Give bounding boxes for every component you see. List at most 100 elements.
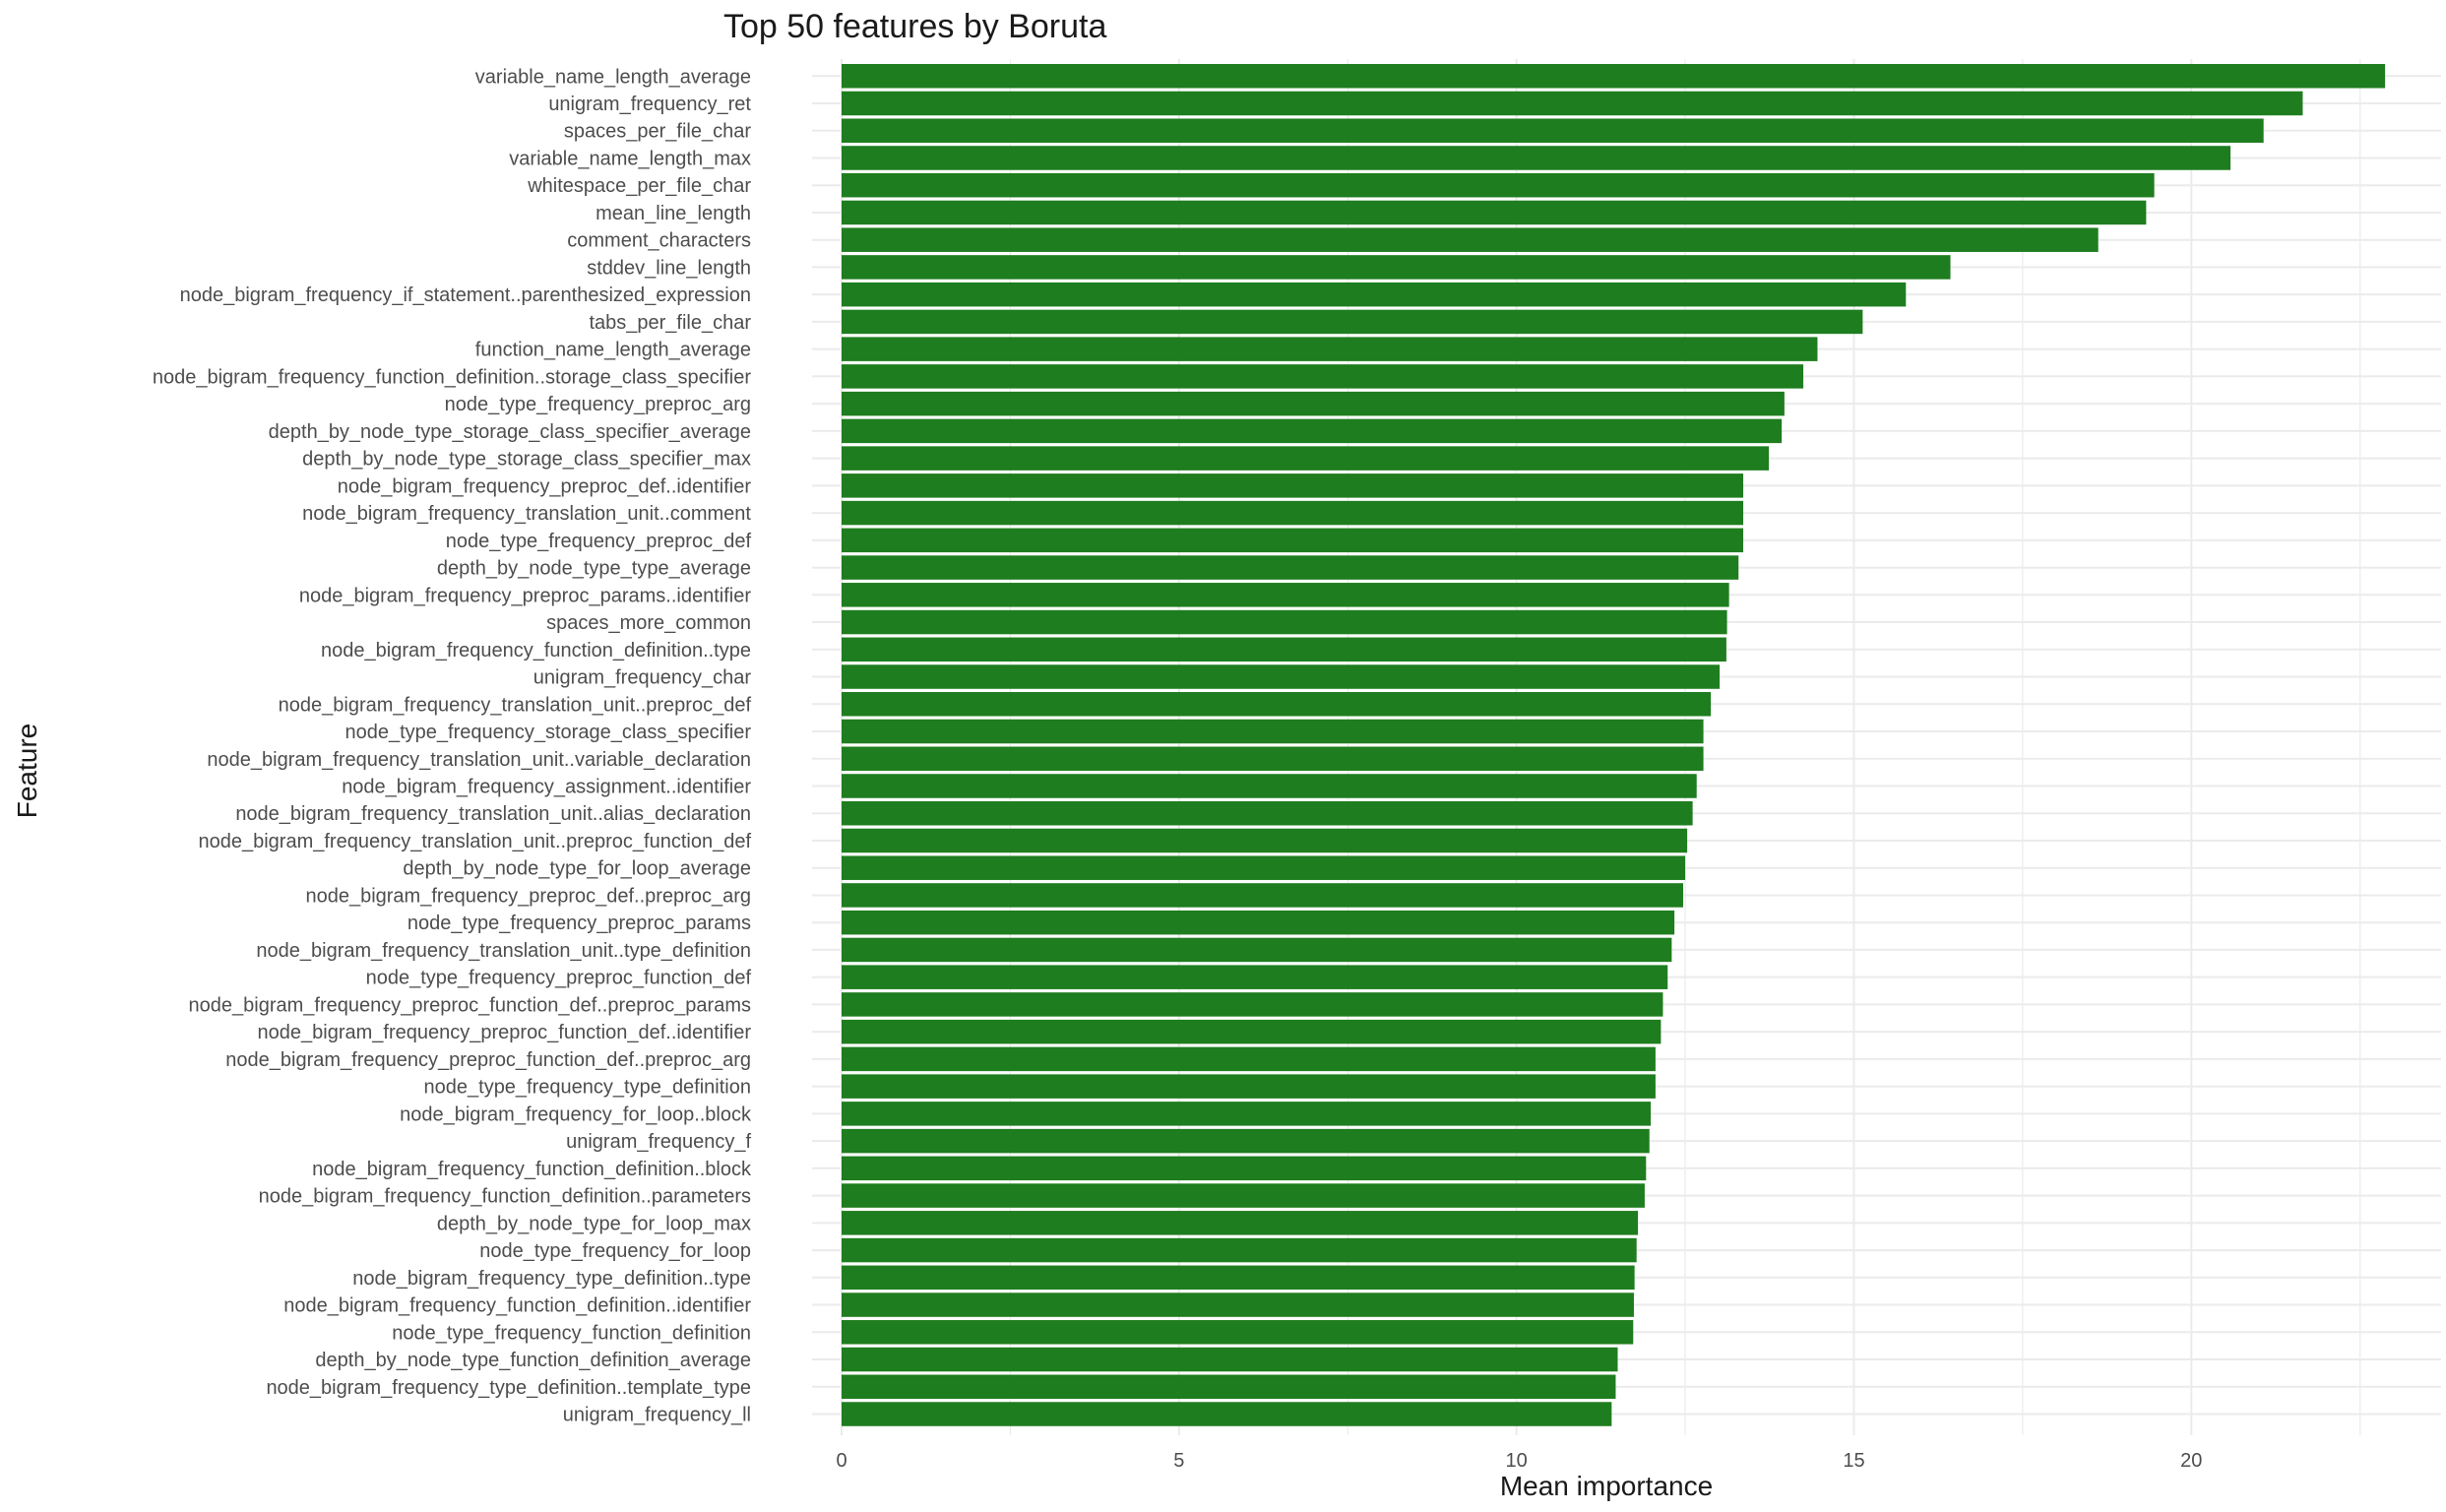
- bar: [842, 282, 1907, 307]
- bar: [842, 609, 1727, 635]
- feature-label: node_bigram_frequency_preproc_function_d…: [225, 1049, 751, 1071]
- feature-label: node_type_frequency_function_definition: [392, 1322, 751, 1344]
- feature-label: node_bigram_frequency_for_loop..block: [400, 1103, 752, 1125]
- feature-label: node_type_frequency_for_loop: [479, 1240, 751, 1262]
- bar: [842, 1183, 1645, 1208]
- bar: [842, 1074, 1656, 1099]
- feature-label: tabs_per_file_char: [589, 312, 751, 334]
- feature-label: node_bigram_frequency_type_definition..t…: [352, 1268, 751, 1290]
- bar: [842, 255, 1951, 280]
- feature-label: depth_by_node_type_type_average: [437, 558, 751, 580]
- feature-label: depth_by_node_type_function_definition_a…: [315, 1350, 751, 1371]
- x-tick-label: 15: [1843, 1450, 1864, 1472]
- bar: [842, 364, 1804, 389]
- bar: [842, 118, 2264, 143]
- bar: [842, 1156, 1647, 1181]
- feature-label: node_type_frequency_preproc_arg: [445, 394, 751, 415]
- bar: [842, 1237, 1637, 1263]
- bar: [842, 227, 2099, 252]
- feature-label: variable_name_length_average: [475, 66, 751, 88]
- bar: [842, 1292, 1634, 1317]
- bar: [842, 774, 1697, 798]
- feature-label: node_type_frequency_preproc_params: [408, 913, 751, 934]
- feature-label: variable_name_length_max: [509, 148, 751, 169]
- bar: [842, 309, 1863, 335]
- feature-label: stddev_line_length: [587, 257, 751, 279]
- bar: [842, 800, 1693, 826]
- bar: [842, 746, 1704, 771]
- bar: [842, 910, 1675, 935]
- bar: [842, 1019, 1662, 1044]
- bar: [842, 828, 1688, 853]
- x-tick-label: 20: [2180, 1450, 2202, 1472]
- feature-label: node_type_frequency_preproc_def: [446, 531, 752, 552]
- bar: [842, 555, 1739, 580]
- bar: [842, 719, 1704, 744]
- bar: [842, 446, 1770, 471]
- bar: [842, 1265, 1635, 1291]
- feature-label: whitespace_per_file_char: [527, 175, 751, 197]
- feature-label: node_bigram_frequency_preproc_function_d…: [189, 994, 751, 1016]
- bar: [842, 91, 2303, 116]
- x-tick-labels: 0 5 10 15 20: [836, 1450, 2202, 1472]
- bar: [842, 992, 1663, 1017]
- feature-label: node_bigram_frequency_function_definitio…: [312, 1159, 752, 1180]
- feature-label: unigram_frequency_ll: [563, 1405, 751, 1426]
- bar: [842, 473, 1744, 498]
- bar: [842, 1211, 1639, 1235]
- feature-label: node_bigram_frequency_function_definitio…: [259, 1186, 751, 1208]
- feature-label: node_bigram_frequency_translation_unit..…: [207, 749, 751, 771]
- feature-label: spaces_more_common: [546, 612, 751, 634]
- bar: [842, 883, 1684, 908]
- bars: [842, 64, 2386, 1426]
- feature-label: comment_characters: [567, 230, 751, 252]
- feature-label: node_bigram_frequency_preproc_params..id…: [299, 585, 752, 606]
- x-axis-label: Mean importance: [1499, 1471, 1714, 1501]
- bar: [842, 418, 1783, 444]
- bar: [842, 937, 1672, 963]
- bar: [842, 664, 1721, 689]
- feature-label: node_bigram_frequency_function_definitio…: [283, 1295, 751, 1317]
- feature-label: node_bigram_frequency_type_definition..t…: [266, 1377, 751, 1399]
- bar: [842, 637, 1726, 662]
- bar: [842, 1046, 1656, 1072]
- feature-labels: variable_name_length_average unigram_freq…: [153, 66, 752, 1425]
- feature-label: depth_by_node_type_for_loop_max: [437, 1213, 751, 1234]
- feature-label: depth_by_node_type_storage_class_specifi…: [269, 421, 751, 443]
- feature-label: node_bigram_frequency_preproc_def..ident…: [338, 475, 752, 497]
- feature-label: node_bigram_frequency_translation_unit..…: [256, 940, 751, 962]
- feature-label: unigram_frequency_char: [533, 667, 752, 689]
- feature-label: node_bigram_frequency_if_statement..pare…: [180, 284, 751, 306]
- feature-label: function_name_length_average: [475, 340, 751, 361]
- bar: [842, 1128, 1650, 1154]
- feature-label: node_bigram_frequency_function_definitio…: [153, 366, 752, 388]
- feature-label: node_bigram_frequency_translation_unit..…: [199, 831, 752, 852]
- bar: [842, 855, 1686, 880]
- bar: [842, 64, 2386, 89]
- chart-title: Top 50 features by Boruta: [723, 8, 1107, 45]
- feature-label: mean_line_length: [596, 203, 751, 224]
- bar: [842, 1402, 1612, 1426]
- bar: [842, 391, 1785, 416]
- feature-label: node_bigram_frequency_translation_unit..…: [302, 503, 751, 525]
- bar: [842, 337, 1818, 361]
- feature-label: node_bigram_frequency_translation_unit..…: [235, 803, 751, 825]
- feature-label: spaces_per_file_char: [564, 121, 751, 143]
- feature-label: node_type_frequency_type_definition: [424, 1077, 751, 1099]
- feature-label: node_bigram_frequency_preproc_def..prepr…: [305, 885, 751, 907]
- bar: [842, 146, 2231, 170]
- x-tick-label: 5: [1173, 1450, 1184, 1472]
- bar: [842, 1347, 1618, 1372]
- bar: [842, 1374, 1616, 1400]
- feature-label: node_type_frequency_storage_class_specif…: [345, 722, 752, 743]
- feature-label: node_bigram_frequency_preproc_function_d…: [258, 1022, 752, 1043]
- x-tick-label: 0: [836, 1450, 847, 1472]
- bar: [842, 965, 1668, 989]
- feature-label: node_bigram_frequency_function_definitio…: [321, 640, 751, 662]
- bar: [842, 1320, 1634, 1345]
- x-tick-label: 10: [1506, 1450, 1528, 1472]
- feature-label: node_type_frequency_preproc_function_def: [366, 968, 752, 989]
- bar: [842, 1102, 1652, 1126]
- bar: [842, 500, 1744, 526]
- feature-label: depth_by_node_type_storage_class_specifi…: [302, 449, 751, 471]
